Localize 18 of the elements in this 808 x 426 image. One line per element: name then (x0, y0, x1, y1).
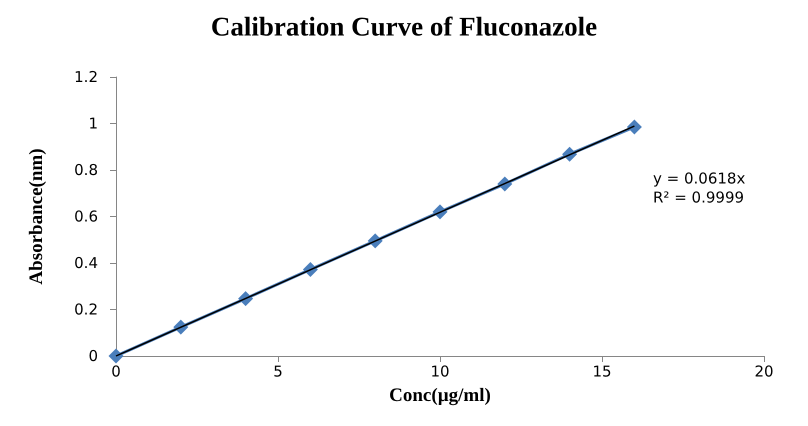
annotation: y = 0.0618x (653, 170, 746, 188)
x-tick-label: 0 (111, 362, 121, 380)
y-tick-label: 1 (88, 114, 98, 132)
x-tick-label: 20 (754, 362, 774, 380)
y-tick-label: 0.8 (74, 161, 98, 179)
chart-title: Calibration Curve of Fluconazole (210, 12, 598, 42)
y-tick-label: 1.2 (74, 68, 98, 86)
x-axis-title: Conc(µg/ml) (389, 385, 491, 406)
y-tick-label: 0.2 (74, 300, 98, 318)
y-tick-label: 0 (88, 347, 98, 365)
y-tick-label: 0.6 (74, 208, 98, 226)
x-tick-label: 15 (592, 362, 612, 380)
x-tick-label: 5 (273, 362, 283, 380)
annotation: R² = 0.9999 (653, 188, 744, 206)
y-axis-title: Absorbance(nm) (26, 148, 47, 285)
y-tick-label: 0.4 (74, 254, 98, 272)
x-tick-label: 10 (430, 362, 450, 380)
point (108, 348, 124, 364)
